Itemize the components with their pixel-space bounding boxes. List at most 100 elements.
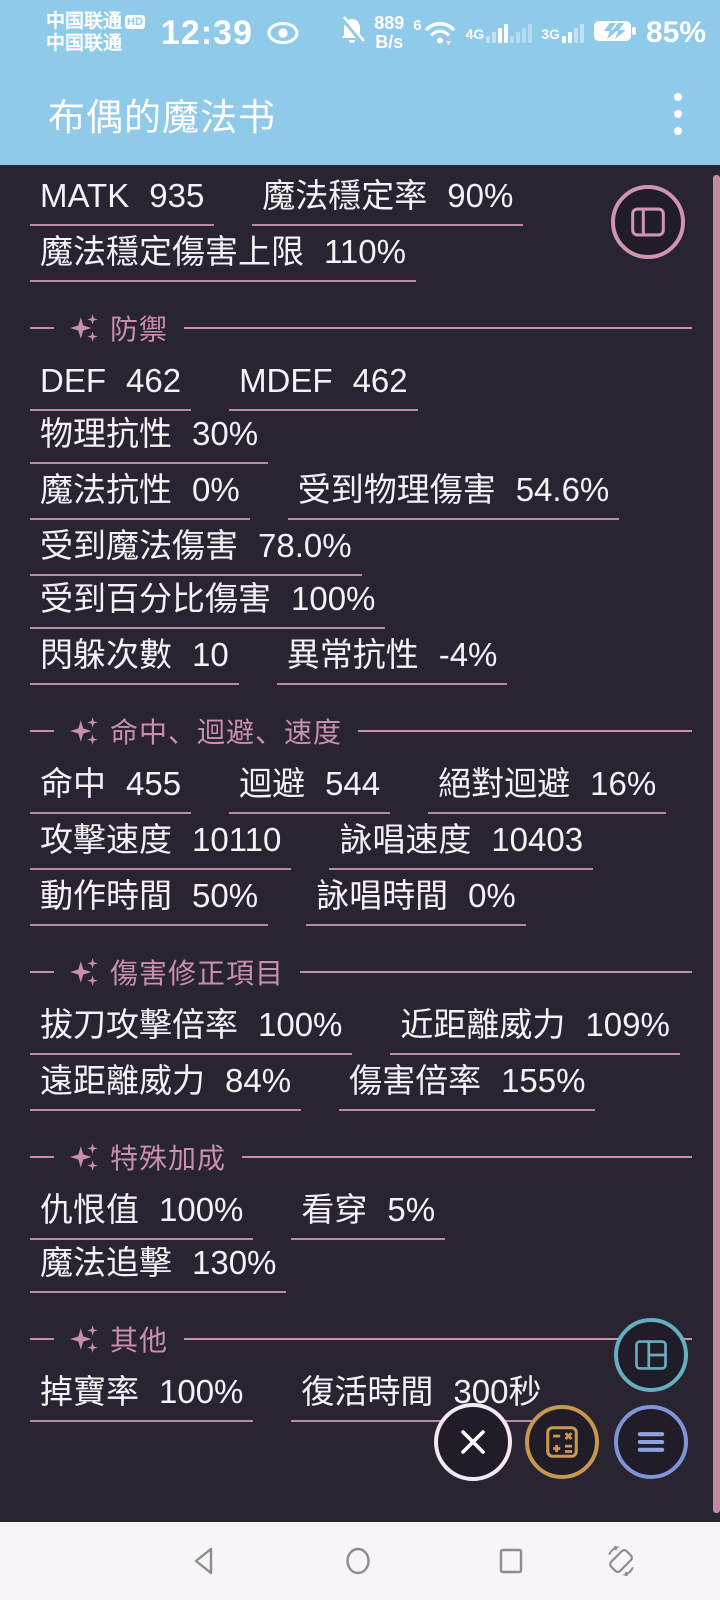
top-bar: 中国联通 HD 中国联通 12:39: [0, 0, 720, 165]
section-title: 傷害修正項目: [110, 958, 285, 989]
stat-value: 935: [149, 177, 205, 214]
stat-row: 魔法穩定傷害上限 110%: [30, 229, 692, 282]
hd-badge: HD: [125, 15, 145, 29]
stat-value: 10403: [491, 821, 584, 858]
stat-row: 魔法抗性 0% 受到物理傷害 54.6%: [30, 467, 692, 520]
stat-row: MATK 935 魔法穩定率 90%: [30, 173, 692, 226]
stat-label: MDEF: [239, 362, 333, 399]
stat-item: DEF 462: [30, 358, 192, 411]
stat-value: 155%: [501, 1062, 586, 1099]
recents-button[interactable]: [491, 1541, 531, 1581]
sparkle-icon: [70, 314, 98, 342]
header-rule-line: [242, 1155, 692, 1159]
stat-value: 10: [192, 636, 229, 673]
stat-value: 109%: [585, 1006, 670, 1043]
status-time: 12:39: [160, 13, 253, 52]
stat-item: 閃躲次數 10: [30, 632, 239, 685]
close-fab[interactable]: [434, 1403, 512, 1481]
stat-label: 傷害倍率: [349, 1062, 482, 1099]
stat-item: 魔法抗性 0%: [30, 467, 250, 520]
stat-value: 50%: [192, 877, 259, 914]
stat-value: 462: [352, 362, 408, 399]
stat-value: 16%: [590, 765, 657, 802]
stat-label: 掉寶率: [40, 1373, 139, 1410]
stat-label: 受到物理傷害: [297, 471, 496, 508]
stat-value: 5%: [387, 1191, 436, 1228]
app-bar: 布偶的魔法书: [0, 62, 720, 165]
stat-row: DEF 462 MDEF 462 物理抗性 30%: [30, 358, 692, 464]
stat-value: 0%: [468, 877, 516, 914]
stat-item: 物理抗性 30%: [30, 411, 269, 464]
section-header: 命中、迴避、速度: [30, 711, 692, 751]
battery-percent: 85%: [645, 16, 706, 49]
menu-fab[interactable]: [614, 1405, 688, 1479]
stat-value: 90%: [447, 177, 514, 214]
stat-label: 受到魔法傷害: [40, 527, 238, 564]
stat-label: 詠唱速度: [339, 821, 472, 858]
stat-item: 看穿 5%: [291, 1187, 446, 1240]
stat-label: 魔法穩定傷害上限: [40, 233, 304, 270]
stat-value: 130%: [192, 1244, 277, 1281]
stat-item: 復活時間 300秒: [291, 1369, 552, 1422]
stat-label: 詠唱時間: [316, 877, 449, 914]
section-title: 其他: [110, 1325, 169, 1356]
section-header: 其他: [30, 1319, 692, 1359]
stat-item: 魔法穩定傷害上限 110%: [30, 229, 416, 282]
stat-item: 傷害倍率 155%: [339, 1058, 596, 1111]
stat-label: 動作時間: [40, 877, 172, 914]
stat-label: MATK: [40, 177, 130, 214]
home-button[interactable]: [338, 1541, 378, 1581]
android-nav-bar: [0, 1522, 720, 1600]
stat-label: 絕對迴避: [438, 765, 571, 802]
header-rule-line: [184, 326, 692, 330]
stat-item: 魔法穩定率 90%: [252, 173, 524, 226]
wifi-band-label: 6: [413, 17, 422, 34]
section-header: 特殊加成: [30, 1137, 692, 1177]
stat-row: 掉寶率 100% 復活時間 300秒: [30, 1369, 692, 1422]
stat-value: 84%: [225, 1062, 292, 1099]
stat-row: 拔刀攻擊倍率 100% 近距離威力 109%: [30, 1002, 692, 1055]
stat-label: 魔法穩定率: [262, 177, 428, 214]
stat-item: 迴避 544: [229, 761, 391, 814]
stat-item: 拔刀攻擊倍率 100%: [30, 1002, 353, 1055]
stat-item: 遠距離威力 84%: [30, 1058, 302, 1111]
section-header: 防禦: [30, 308, 692, 348]
section-title: 特殊加成: [110, 1143, 227, 1174]
stat-row: 命中 455 迴避 544 絕對迴避 16%: [30, 761, 692, 814]
sim1-signal-icon: 4G: [466, 23, 533, 43]
stat-label: 命中: [40, 765, 106, 802]
stat-value: 110%: [324, 233, 406, 270]
stats-list: MATK 935 魔法穩定率 90% 魔法穩定傷害上限 110% 防禦 DEF 462 MDEF…: [30, 173, 692, 1422]
sim2-label: 3G: [541, 25, 560, 42]
stat-label: DEF: [40, 362, 106, 399]
calculator-fab[interactable]: [525, 1405, 599, 1479]
stat-item: 絕對迴避 16%: [428, 761, 667, 814]
stat-item: 掉寶率 100%: [30, 1369, 254, 1422]
sparkle-icon: [70, 958, 98, 986]
mute-bell-icon: [339, 15, 366, 51]
stat-item: 受到魔法傷害 78.0%: [30, 523, 362, 576]
rotate-button[interactable]: [601, 1541, 641, 1581]
eye-icon: [265, 20, 301, 46]
close-icon: [461, 1430, 485, 1454]
stat-item: 動作時間 50%: [30, 873, 269, 926]
header-rule-line: [358, 729, 692, 733]
stat-value: 462: [126, 362, 182, 399]
split-view-icon: [631, 207, 665, 237]
carrier-name-2: 中国联通: [46, 33, 123, 54]
stat-item: 受到百分比傷害 100%: [30, 576, 386, 629]
stat-item: 詠唱速度 10403: [329, 817, 594, 870]
stat-value: 0%: [192, 471, 240, 508]
back-button[interactable]: [186, 1541, 226, 1581]
dashboard-fab[interactable]: [614, 1318, 688, 1392]
stat-label: 魔法抗性: [40, 471, 172, 508]
app-title: 布偶的魔法书: [48, 96, 276, 138]
section-header: 傷害修正項目: [30, 952, 692, 992]
stat-item: 命中 455: [30, 761, 192, 814]
stats-content: MATK 935 魔法穩定率 90% 魔法穩定傷害上限 110% 防禦 DEF 462 MDEF…: [0, 165, 720, 1522]
split-view-fab[interactable]: [611, 185, 685, 259]
stat-label: 受到百分比傷害: [40, 580, 271, 617]
stat-item: 異常抗性 -4%: [276, 632, 508, 685]
more-vert-icon[interactable]: [660, 79, 696, 149]
scrollbar[interactable]: [713, 175, 720, 1513]
